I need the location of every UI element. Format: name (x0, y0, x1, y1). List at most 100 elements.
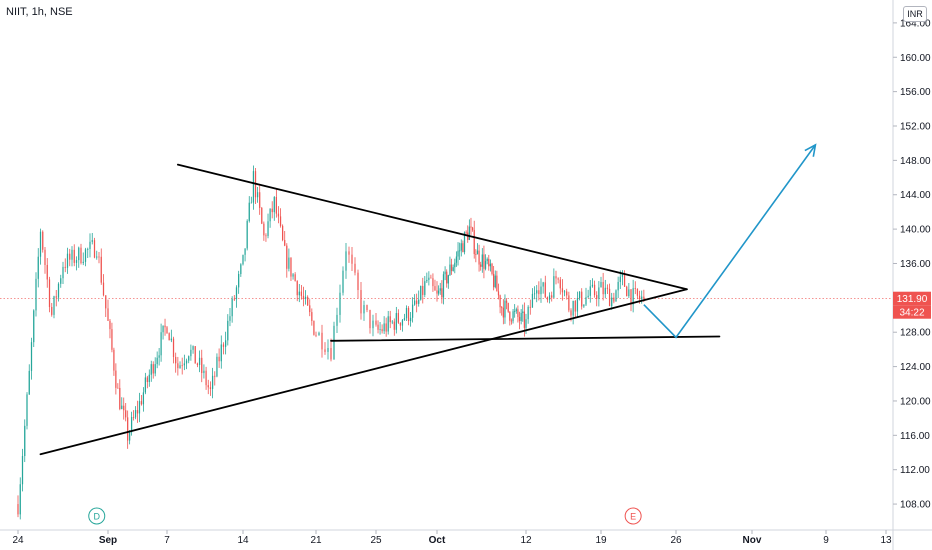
candle-body (98, 256, 100, 258)
candle-body (109, 320, 111, 330)
candle (348, 246, 350, 263)
candle (598, 281, 600, 307)
candle-body (473, 230, 475, 255)
candle-body (428, 277, 430, 280)
candle (194, 346, 196, 364)
candle-body (555, 276, 557, 279)
candle-body (468, 226, 470, 240)
candle-body (181, 365, 183, 367)
currency-button[interactable]: INR (903, 6, 927, 22)
candle (252, 165, 255, 210)
candle-body (250, 202, 252, 204)
candle-body (336, 314, 338, 326)
event-label: D (94, 512, 101, 522)
candle (51, 302, 53, 317)
candle-body (225, 340, 227, 347)
candle-body (510, 320, 513, 322)
candle-body (214, 375, 216, 377)
event-label: E (630, 512, 636, 522)
candle (447, 274, 449, 289)
candle (514, 304, 516, 318)
candle-body (196, 363, 199, 365)
candle (21, 448, 24, 492)
projection-path (643, 144, 817, 339)
candle-body (177, 363, 179, 369)
candle-body (170, 338, 172, 341)
candle (488, 254, 490, 271)
candle (96, 250, 98, 260)
event-marker[interactable]: E (624, 507, 642, 525)
candle-body (168, 333, 170, 341)
candle-body (436, 290, 438, 294)
candle-body (246, 220, 248, 249)
candle-body (84, 249, 87, 262)
candle-body (313, 320, 315, 335)
candle-body (102, 282, 105, 296)
candle-body (409, 317, 412, 322)
candle-body (222, 344, 225, 347)
candle-body (486, 258, 488, 262)
candle-body (136, 410, 139, 414)
candle-body (459, 250, 461, 252)
candle-body (138, 401, 141, 414)
candle-body (507, 302, 509, 312)
candle-body (256, 192, 259, 198)
candle-body (476, 250, 479, 255)
candle (307, 295, 309, 306)
y-tick-label: 140.00 (900, 225, 931, 236)
candle (568, 291, 570, 313)
candle (510, 318, 513, 325)
candle-body (442, 274, 445, 298)
candle-body (269, 208, 271, 222)
candle (150, 360, 152, 382)
candle (636, 288, 639, 300)
candle-body (156, 357, 158, 365)
candle-body (481, 254, 483, 267)
candle (460, 239, 462, 257)
candle (414, 294, 416, 306)
candle (360, 282, 362, 320)
candle-body (123, 405, 125, 411)
candle-body (489, 263, 492, 267)
candle-body (324, 349, 326, 352)
candle (250, 196, 252, 204)
candle-body (514, 311, 516, 312)
candle-body (100, 256, 102, 283)
candle-body (89, 241, 91, 249)
candle-body (119, 387, 121, 409)
candle-body (252, 171, 255, 203)
candle (100, 248, 102, 285)
candle (604, 279, 606, 298)
countdown-badge (893, 305, 931, 319)
candle-body (160, 332, 162, 356)
candle (190, 344, 192, 361)
candle (53, 295, 55, 319)
candle-body (271, 208, 273, 213)
candle-body (259, 192, 261, 208)
candle-body (242, 254, 244, 265)
candle (522, 304, 524, 322)
candle-body (294, 274, 296, 282)
candle-body (227, 320, 229, 341)
event-marker[interactable]: D (88, 507, 106, 525)
candle (457, 242, 459, 266)
candle-body (203, 370, 205, 374)
candle (33, 309, 35, 348)
candle-body (499, 295, 501, 308)
candle-body (424, 281, 426, 295)
candle-body (30, 342, 33, 371)
candle-body (129, 432, 131, 441)
candle-body (540, 286, 542, 295)
candle (544, 275, 546, 299)
candle (446, 269, 448, 288)
candle-body (201, 357, 203, 374)
candle-body (509, 311, 511, 321)
candle (611, 292, 613, 310)
y-tick-label: 136.00 (900, 259, 931, 270)
candle (420, 285, 422, 301)
candle-body (478, 250, 480, 265)
candle-body (563, 291, 566, 293)
candle-body (185, 360, 188, 364)
